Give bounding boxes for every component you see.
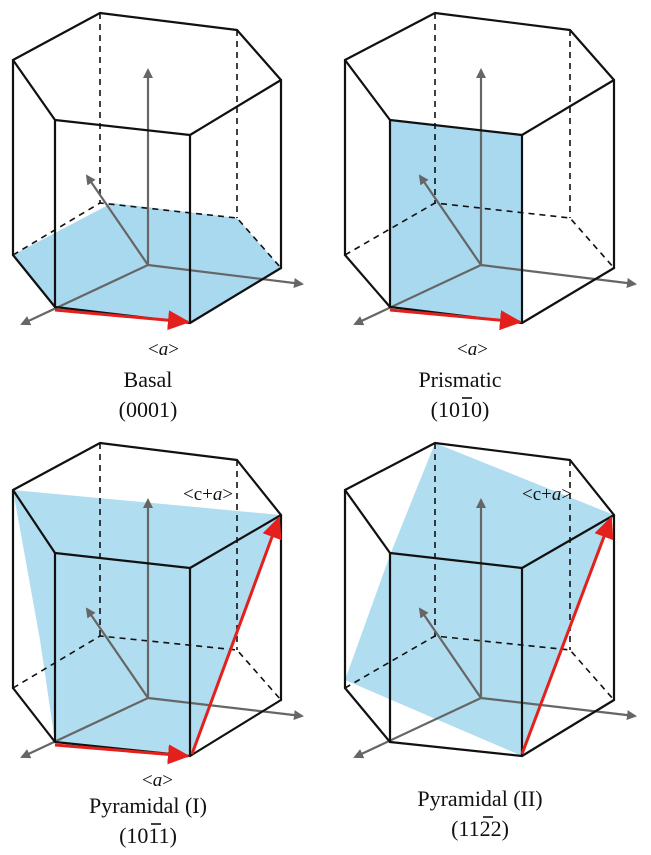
panel-prismatic: <a> Prismatic (1010): [343, 11, 637, 422]
plane-name: Basal: [124, 367, 173, 392]
miller-index: (1122): [451, 816, 509, 841]
plane-name: Prismatic: [418, 367, 501, 392]
slip-direction-arrow-a: [54, 743, 190, 765]
axes: [353, 498, 637, 759]
direction-label-c-plus-a: <c+a>: [183, 484, 233, 505]
plane-name: Pyramidal (II): [417, 786, 542, 811]
direction-label-a: <a>: [142, 770, 173, 791]
miller-index: (1010): [431, 397, 490, 422]
hidden-edges: [344, 13, 615, 269]
hexagonal-prism: [343, 11, 616, 325]
pyramidal-ii-plane: [345, 443, 614, 756]
hexagonal-prism: [11, 441, 283, 758]
direction-label: <a>: [148, 339, 179, 360]
miller-index: (1011): [119, 823, 177, 848]
axes: [20, 498, 304, 759]
slip-direction-arrow-c-plus-a: [520, 516, 614, 755]
hidden-edges: [12, 443, 282, 701]
axes: [353, 68, 637, 326]
plane-name: Pyramidal (I): [89, 793, 207, 818]
direction-label-c-plus-a: <c+a>: [522, 484, 572, 505]
panel-pyramidal-ii: <c+a> Pyramidal (II) (1122): [343, 441, 637, 841]
panel-pyramidal-i: <c+a> <a> Pyramidal (I) (1011): [11, 441, 304, 848]
slip-direction-arrow: [389, 308, 522, 331]
hexagonal-prism: [343, 441, 616, 758]
slip-direction-arrow: [54, 308, 190, 331]
hidden-edges: [344, 443, 615, 701]
axes: [20, 68, 304, 326]
panel-basal: <a> Basal (0001): [11, 11, 304, 422]
direction-label: <a>: [457, 339, 488, 360]
prismatic-plane: [390, 120, 522, 323]
hidden-edges: [12, 13, 282, 269]
slip-direction-arrow-c-plus-a: [190, 516, 282, 755]
miller-index: (0001): [119, 397, 178, 422]
